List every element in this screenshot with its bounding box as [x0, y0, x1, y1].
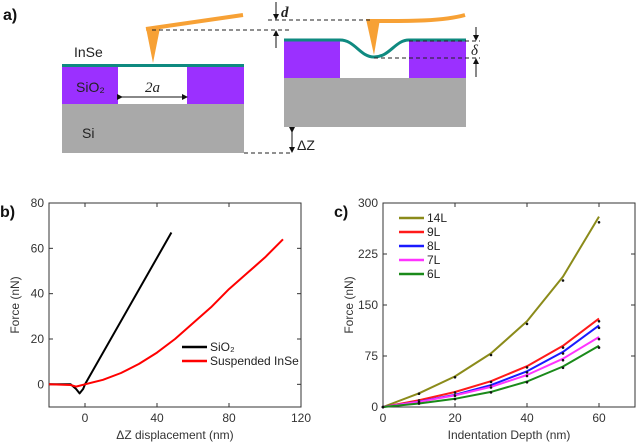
series-line-sio-: [49, 232, 173, 395]
panel-label: c): [334, 204, 348, 221]
sio2-left-pillar: [62, 66, 118, 104]
deflection-label: d: [281, 5, 289, 21]
y-tick-label: 0: [37, 377, 44, 391]
panel-a-schematic: a) InSe SiO₂ 2a Si d δ: [3, 2, 480, 154]
data-point: [453, 376, 457, 379]
data-point: [489, 353, 493, 357]
chart-c: c) 0 20 40 60 0 75 150 225 300 Indentation Depth (…: [334, 196, 636, 442]
sio2-label: SiO₂: [76, 79, 105, 95]
data-point: [453, 394, 457, 398]
data-point: [561, 366, 565, 370]
inse-flake-deflected: [284, 38, 466, 59]
x-tick-label: 0: [82, 411, 89, 425]
y-tick-label: 225: [358, 247, 378, 261]
hole-width-label: 2a: [145, 80, 160, 96]
data-point: [525, 371, 529, 374]
data-point: [489, 386, 493, 389]
x-tick-label: 0: [380, 411, 387, 425]
panel-a-label: a): [3, 7, 17, 24]
y-tick-label: 60: [31, 241, 45, 255]
series-line-7l: [382, 336, 600, 408]
data-point: [489, 380, 493, 384]
legend-label: Suspended InSe: [210, 354, 299, 368]
sio2-right-pillar-right: [409, 40, 466, 78]
inse-label: InSe: [74, 44, 103, 60]
panel-label: b): [0, 204, 15, 221]
plot-frame: [382, 202, 636, 408]
x-tick-label: 120: [291, 411, 311, 425]
cantilever-right: [367, 13, 466, 24]
y-tick-label: 20: [31, 332, 45, 346]
legend-label: 9L: [427, 225, 441, 239]
y-tick-label: 150: [358, 298, 378, 312]
y-axis-label: Force (nN): [342, 276, 356, 333]
series-line-suspended-inse: [48, 238, 284, 388]
legend-label: 14L: [427, 211, 447, 225]
legend-label: 6L: [427, 267, 441, 281]
data-point: [597, 337, 601, 341]
x-tick-label: 40: [150, 411, 164, 425]
legend-label: SiO₂: [210, 340, 235, 354]
x-tick-label: 80: [222, 411, 236, 425]
y-tick-label: 0: [371, 400, 378, 414]
data-point: [417, 402, 421, 405]
inse-flake-flat: [62, 64, 244, 67]
delta-z-label: ΔZ: [297, 137, 315, 153]
y-tick-label: 75: [365, 349, 379, 363]
data-point: [525, 366, 529, 369]
plot-frame: [48, 202, 302, 408]
afm-tip-left: [146, 28, 160, 63]
x-axis-label: ΔZ displacement (nm): [116, 428, 233, 442]
legend-label: 7L: [427, 253, 441, 267]
data-point: [381, 405, 385, 409]
chart-b: b) 0 40 80 120 0 20 40 60 80 ΔZ displacement (nm) F…: [0, 196, 311, 442]
data-point: [453, 391, 457, 394]
y-tick-label: 40: [31, 287, 45, 301]
y-tick-label: 300: [358, 196, 378, 210]
guide-lines: [152, 19, 480, 154]
si-substrate-right: [284, 78, 466, 127]
cantilever-left: [145, 13, 244, 31]
y-tick-label: 80: [31, 196, 45, 210]
data-point: [525, 322, 529, 326]
x-axis-label: Indentation Depth (nm): [448, 428, 571, 442]
data-point: [453, 397, 457, 401]
data-point: [417, 392, 421, 396]
data-point: [561, 346, 565, 349]
indentation-label: δ: [471, 43, 479, 59]
x-tick-label: 20: [448, 411, 462, 425]
data-point: [525, 381, 529, 384]
sio2-left-pillar-right: [284, 40, 340, 78]
x-tick-label: 40: [520, 411, 534, 425]
legend-label: 8L: [427, 239, 441, 253]
data-point: [489, 391, 493, 394]
si-label: Si: [82, 125, 94, 141]
data-point: [561, 279, 565, 282]
data-point: [561, 352, 565, 355]
afm-tip-right: [366, 19, 380, 55]
data-point: [597, 326, 601, 330]
data-point: [561, 358, 565, 362]
x-tick-label: 60: [592, 411, 606, 425]
si-substrate-left: [62, 104, 244, 153]
data-point: [597, 346, 601, 349]
data-point: [597, 320, 601, 323]
data-point: [525, 374, 529, 378]
y-axis-label: Force (nN): [8, 276, 22, 333]
sio2-right-pillar: [187, 66, 244, 104]
data-point: [597, 221, 601, 224]
